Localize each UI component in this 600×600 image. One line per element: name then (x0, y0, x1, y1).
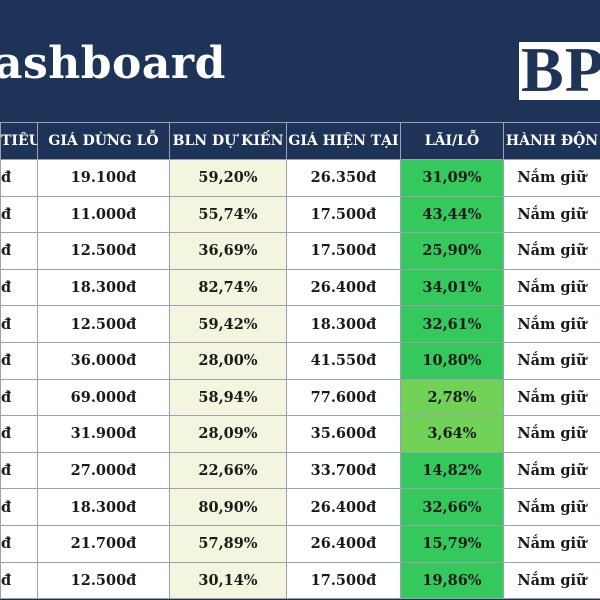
cell-current-price: 33.700đ (286, 451, 401, 490)
cell-action: Nắm giữ (503, 488, 600, 526)
cell-target: đ (0, 561, 38, 600)
table-row: đ 12.500đ 59,42% 18.300đ 32,61% Nắm giữ (0, 305, 600, 343)
cell-profit-loss: 10,80% (400, 341, 504, 380)
cell-current-price: 26.350đ (286, 159, 401, 197)
cell-stop-loss: 19.100đ (37, 159, 170, 197)
cell-current-price: 17.500đ (286, 195, 401, 234)
cell-expected-profit: 55,74% (169, 195, 287, 234)
cell-action: Nắm giữ (503, 341, 600, 380)
cell-action: Nắm giữ (503, 159, 600, 197)
table-row: đ 12.500đ 30,14% 17.500đ 19,86% Nắm giữ (0, 561, 600, 600)
cell-profit-loss: 34,01% (400, 268, 504, 307)
dashboard-header: ashboard BP (0, 0, 600, 120)
cell-action: Nắm giữ (503, 195, 600, 234)
cell-target: đ (0, 488, 38, 526)
cell-current-price: 17.500đ (286, 561, 401, 600)
cell-action: Nắm giữ (503, 232, 600, 270)
cell-action: Nắm giữ (503, 561, 600, 600)
cell-expected-profit: 28,00% (169, 341, 287, 380)
cell-target: đ (0, 341, 38, 380)
cell-stop-loss: 21.700đ (37, 524, 170, 563)
table-row: đ 27.000đ 22,66% 33.700đ 14,82% Nắm giữ (0, 451, 600, 490)
table-row: đ 69.000đ 58,94% 77.600đ 2,78% Nắm giữ (0, 378, 600, 417)
cell-current-price: 35.600đ (286, 415, 401, 453)
cell-target: đ (0, 524, 38, 563)
table-row: đ 19.100đ 59,20% 26.350đ 31,09% Nắm giữ (0, 159, 600, 197)
cell-profit-loss: 32,66% (400, 488, 504, 526)
portfolio-table: TIÊU GIÁ DỪNG LỖ BLN DỰ KIẾN GIÁ HIỆN TẠ… (0, 122, 600, 600)
brand-logo: BP (519, 42, 600, 100)
cell-current-price: 41.550đ (286, 341, 401, 380)
cell-stop-loss: 18.300đ (37, 268, 170, 307)
cell-profit-loss: 14,82% (400, 451, 504, 490)
cell-expected-profit: 57,89% (169, 524, 287, 563)
page-title: ashboard (0, 38, 226, 89)
col-header-expected-profit: BLN DỰ KIẾN (169, 122, 287, 160)
cell-expected-profit: 28,09% (169, 415, 287, 453)
cell-expected-profit: 59,42% (169, 305, 287, 343)
col-header-target: TIÊU (0, 122, 38, 160)
cell-stop-loss: 12.500đ (37, 561, 170, 600)
cell-current-price: 26.400đ (286, 268, 401, 307)
table-row: đ 18.300đ 80,90% 26.400đ 32,66% Nắm giữ (0, 488, 600, 526)
cell-target: đ (0, 268, 38, 307)
cell-action: Nắm giữ (503, 378, 600, 417)
cell-profit-loss: 3,64% (400, 415, 504, 453)
cell-target: đ (0, 378, 38, 417)
cell-current-price: 26.400đ (286, 524, 401, 563)
table-row: đ 36.000đ 28,00% 41.550đ 10,80% Nắm giữ (0, 341, 600, 380)
logo-text: BP (521, 42, 600, 100)
cell-expected-profit: 22,66% (169, 451, 287, 490)
cell-profit-loss: 43,44% (400, 195, 504, 234)
cell-stop-loss: 27.000đ (37, 451, 170, 490)
cell-action: Nắm giữ (503, 451, 600, 490)
cell-action: Nắm giữ (503, 268, 600, 307)
cell-target: đ (0, 451, 38, 490)
cell-stop-loss: 18.300đ (37, 488, 170, 526)
cell-stop-loss: 11.000đ (37, 195, 170, 234)
cell-profit-loss: 19,86% (400, 561, 504, 600)
table-row: đ 21.700đ 57,89% 26.400đ 15,79% Nắm giữ (0, 524, 600, 563)
cell-stop-loss: 36.000đ (37, 341, 170, 380)
col-header-stop-loss: GIÁ DỪNG LỖ (37, 122, 170, 160)
cell-action: Nắm giữ (503, 524, 600, 563)
cell-current-price: 26.400đ (286, 488, 401, 526)
cell-profit-loss: 32,61% (400, 305, 504, 343)
table-row: đ 18.300đ 82,74% 26.400đ 34,01% Nắm giữ (0, 268, 600, 307)
cell-expected-profit: 59,20% (169, 159, 287, 197)
cell-profit-loss: 31,09% (400, 159, 504, 197)
cell-profit-loss: 15,79% (400, 524, 504, 563)
cell-action: Nắm giữ (503, 415, 600, 453)
cell-expected-profit: 58,94% (169, 378, 287, 417)
cell-stop-loss: 69.000đ (37, 378, 170, 417)
col-header-current-price: GIÁ HIỆN TẠI (286, 122, 401, 160)
cell-expected-profit: 30,14% (169, 561, 287, 600)
cell-current-price: 18.300đ (286, 305, 401, 343)
cell-current-price: 17.500đ (286, 232, 401, 270)
cell-action: Nắm giữ (503, 305, 600, 343)
cell-current-price: 77.600đ (286, 378, 401, 417)
col-header-action: HÀNH ĐỘN (503, 122, 600, 160)
cell-stop-loss: 12.500đ (37, 305, 170, 343)
cell-target: đ (0, 195, 38, 234)
cell-target: đ (0, 232, 38, 270)
cell-stop-loss: 31.900đ (37, 415, 170, 453)
table-row: đ 11.000đ 55,74% 17.500đ 43,44% Nắm giữ (0, 195, 600, 234)
table-row: đ 31.900đ 28,09% 35.600đ 3,64% Nắm giữ (0, 415, 600, 453)
cell-target: đ (0, 415, 38, 453)
cell-expected-profit: 36,69% (169, 232, 287, 270)
cell-profit-loss: 25,90% (400, 232, 504, 270)
col-header-profit-loss: LÃI/LỖ (400, 122, 504, 160)
cell-target: đ (0, 305, 38, 343)
cell-expected-profit: 80,90% (169, 488, 287, 526)
cell-stop-loss: 12.500đ (37, 232, 170, 270)
table-header-row: TIÊU GIÁ DỪNG LỖ BLN DỰ KIẾN GIÁ HIỆN TẠ… (0, 122, 600, 160)
cell-expected-profit: 82,74% (169, 268, 287, 307)
cell-profit-loss: 2,78% (400, 378, 504, 417)
cell-target: đ (0, 159, 38, 197)
table-row: đ 12.500đ 36,69% 17.500đ 25,90% Nắm giữ (0, 232, 600, 270)
